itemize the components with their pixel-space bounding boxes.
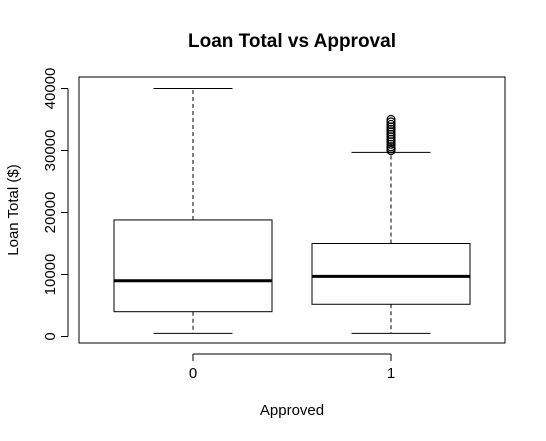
y-tick-label-40000: 40000: [42, 68, 59, 110]
x-tick-label-0: 0: [189, 365, 197, 382]
y-tick-label-20000: 20000: [42, 192, 59, 234]
box-1: [311, 243, 471, 305]
x-tick-label-1: 1: [387, 365, 395, 382]
y-tick-label-30000: 30000: [42, 130, 59, 172]
plot-frame: [78, 76, 506, 344]
y-tick-label-10000: 10000: [42, 254, 59, 296]
outlier-1-11: [386, 119, 396, 130]
box-0: [113, 219, 273, 313]
chart-marks: 0 10000 20000 30000 40000 0 1: [42, 68, 471, 382]
outlier-1-12: [386, 117, 396, 127]
x-axis-label: Approved: [260, 402, 324, 419]
y-tick-label-0: 0: [42, 332, 59, 340]
chart-title: Loan Total vs Approval: [188, 31, 396, 52]
y-axis-label: Loan Total ($): [5, 164, 22, 255]
outlier-1-13: [386, 114, 396, 125]
